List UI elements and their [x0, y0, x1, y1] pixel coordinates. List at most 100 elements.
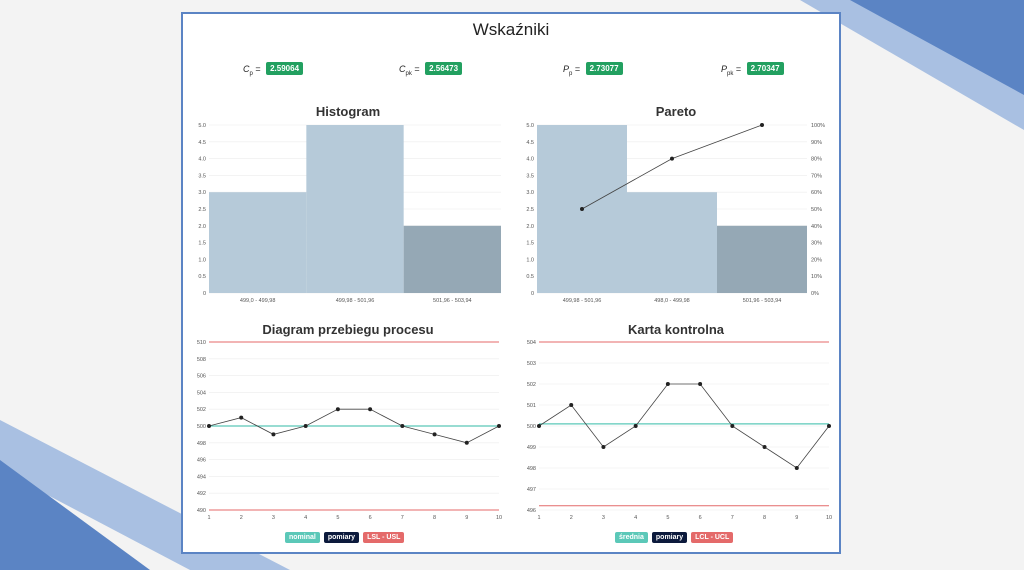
y-tick-label: 1.0	[526, 257, 534, 263]
y2-tick-label: 50%	[811, 207, 822, 213]
y2-tick-label: 90%	[811, 140, 822, 146]
page-title: Wskaźniki	[472, 20, 550, 39]
legend-control-limits[interactable]: LCL - UCL	[691, 532, 734, 543]
y-tick-label: 1.5	[198, 241, 206, 247]
y-tick-label: 1.0	[198, 257, 206, 263]
y-tick-label: 496	[527, 508, 536, 514]
y2-tick-label: 80%	[811, 157, 822, 163]
legend-spec-limits[interactable]: LSL - USL	[363, 532, 405, 543]
x-tick-label: 9	[465, 515, 468, 521]
x-tick-label: 5	[336, 515, 339, 521]
y-tick-label: 3.5	[526, 173, 534, 179]
y-tick-label: 508	[197, 357, 206, 363]
measurement-point	[633, 424, 638, 428]
indicator-pp-value: 2.73077	[585, 62, 623, 75]
y2-tick-label: 70%	[811, 173, 822, 179]
measurement-point	[497, 424, 501, 428]
measurement-point	[762, 445, 767, 449]
control-chart-legend: średnia pomiary LCL - UCL	[615, 532, 734, 543]
y2-tick-label: 20%	[811, 257, 822, 263]
indicator-cpk-value: 2.56473	[425, 62, 463, 75]
y-tick-label: 499	[527, 445, 536, 451]
y-tick-label: 503	[527, 361, 536, 367]
bar	[627, 192, 717, 293]
y-tick-label: 502	[527, 382, 536, 388]
x-tick-label: 10	[496, 515, 502, 521]
indicator-pp: Pp = 2.73077	[563, 62, 623, 77]
y-tick-label: 3.0	[198, 190, 206, 196]
cumulative-point	[670, 156, 674, 161]
x-tick-label: 9	[795, 515, 798, 521]
x-tick-label: 6	[369, 515, 372, 521]
control-chart-title: Karta kontrolna	[627, 322, 725, 337]
y2-tick-label: 100%	[811, 123, 825, 129]
x-tick-label: 7	[401, 515, 404, 521]
indicator-cpk: Cpk = 2.56473	[399, 62, 463, 77]
x-tick-label: 1	[207, 515, 210, 521]
y-tick-label: 494	[197, 474, 206, 480]
y-tick-label: 498	[197, 441, 206, 447]
y2-tick-label: 60%	[811, 190, 822, 196]
y-tick-label: 506	[197, 374, 206, 380]
y-tick-label: 0.5	[198, 274, 206, 280]
measurement-point	[794, 466, 799, 470]
measurement-point	[432, 432, 437, 437]
measurement-point	[464, 440, 469, 445]
indicator-cp-value: 2.59064	[266, 62, 304, 75]
y2-tick-label: 30%	[811, 241, 822, 247]
measurement-point	[303, 424, 308, 428]
x-tick-label: 498,0 - 499,98	[654, 298, 689, 304]
legend-nominal[interactable]: nominal	[285, 532, 320, 543]
measurement-point	[601, 445, 606, 449]
pareto-chart: 0 0.5 1.0 1.5 2.0 2.5 3.0 3.5 4.0 4.5 5.0 499,98 - …	[526, 123, 825, 304]
legend-measurements[interactable]: pomiary	[651, 532, 688, 543]
y-tick-label: 504	[527, 340, 536, 346]
indicator-cp: Cp = 2.59064	[243, 62, 304, 77]
y-tick-label: 4.5	[198, 140, 206, 146]
y-tick-label: 2.5	[198, 207, 206, 213]
indicator-ppk-value: 2.70347	[746, 62, 784, 75]
y-tick-label: 2.0	[198, 224, 206, 230]
x-tick-label: 8	[433, 515, 436, 521]
x-tick-label: 7	[731, 515, 734, 521]
y-tick-label: 502	[197, 407, 206, 413]
y-tick-label: 3.0	[526, 190, 534, 196]
measurement-point	[239, 415, 244, 420]
measurement-point	[698, 382, 703, 386]
x-tick-label: 3	[602, 515, 605, 521]
indicators-panel: Wskaźniki Cp = 2.59064 Cpk = 2.56473 Pp …	[181, 12, 841, 554]
y2-tick-label: 0%	[811, 291, 819, 297]
x-tick-label: 6	[699, 515, 702, 521]
y-tick-label: 500	[197, 424, 206, 430]
measurement-point	[400, 424, 405, 428]
histogram-title: Histogram	[315, 104, 381, 119]
legend-mean[interactable]: średnia	[615, 532, 648, 543]
cumulative-point	[580, 207, 584, 211]
y-tick-label: 504	[197, 390, 206, 396]
bar	[306, 125, 404, 293]
y-tick-label: 496	[197, 458, 206, 464]
y-tick-label: 500	[527, 424, 536, 430]
x-tick-label: 2	[240, 515, 243, 521]
measurement-point	[271, 432, 276, 437]
control-chart: 496 497 498 499 500 501 502 503 504 1 2 3 4 5 6 7 8 9 10	[527, 340, 832, 521]
x-tick-label: 3	[272, 515, 275, 521]
pareto-title: Pareto	[655, 104, 697, 119]
y-tick-label: 5.0	[526, 123, 534, 129]
y-tick-label: 5.0	[198, 123, 206, 129]
measurement-point	[368, 407, 373, 412]
measurement-point	[335, 407, 340, 412]
legend-measurements[interactable]: pomiary	[323, 532, 360, 543]
x-tick-label: 4	[304, 515, 307, 521]
x-tick-label: 499,98 - 501,96	[336, 298, 375, 304]
bar	[403, 225, 501, 293]
y-tick-label: 4.5	[526, 140, 534, 146]
measurement-point	[207, 424, 211, 428]
y-tick-label: 0	[203, 291, 206, 297]
run-chart: 490 492 494 496 498 500 502 504 506 508 510 1 2 3 4 5 6 7…	[197, 340, 502, 521]
y2-tick-label: 40%	[811, 224, 822, 230]
y-tick-label: 492	[197, 491, 206, 497]
y-tick-label: 497	[527, 487, 536, 493]
y-tick-label: 2.0	[526, 224, 534, 230]
indicator-ppk: Ppk = 2.70347	[721, 62, 784, 77]
